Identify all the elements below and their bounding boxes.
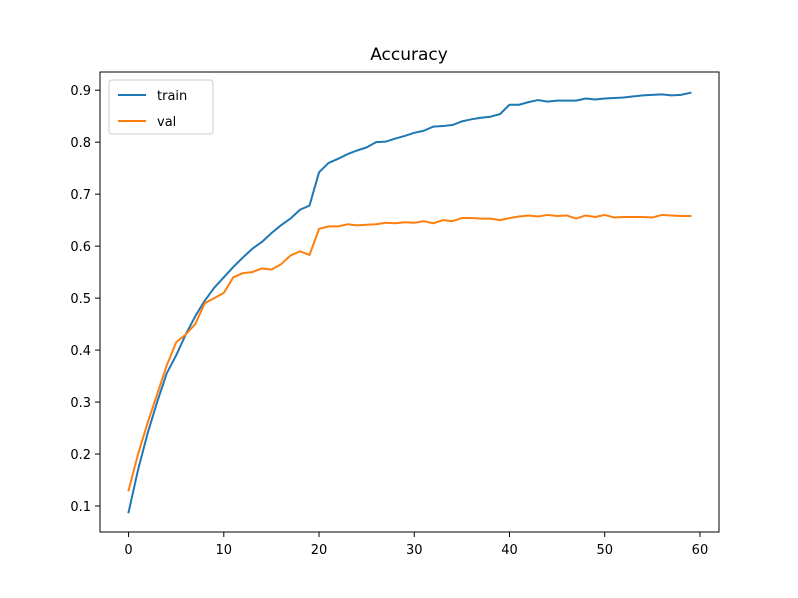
- y-tick-label: 0.6: [70, 240, 91, 255]
- x-tick-label: 10: [216, 543, 233, 558]
- chart-title: Accuracy: [370, 45, 448, 65]
- x-tick-label: 0: [124, 543, 132, 558]
- axes-frame: [99, 71, 720, 533]
- plot-area: 0 10 20 30 40 50 60 0.1 0.2 0.3 0.4 0.5 0.6 0.7 0.8 0.9: [70, 71, 720, 558]
- series-line-train: [127, 91, 692, 514]
- y-tick-label: 0.8: [70, 136, 91, 151]
- x-tick-label: 50: [596, 543, 613, 558]
- y-tick-label: 0.4: [70, 344, 91, 359]
- x-tick-label: 20: [311, 543, 328, 558]
- y-tick-label: 0.5: [70, 292, 91, 307]
- legend-label-train: train: [157, 89, 187, 104]
- x-tick-label: 40: [501, 543, 518, 558]
- series-line-val: [127, 213, 692, 492]
- legend: train val: [108, 79, 214, 135]
- x-tick-label: 30: [406, 543, 423, 558]
- y-tick-label: 0.9: [70, 84, 91, 99]
- legend-label-val: val: [157, 115, 176, 130]
- y-tick-label: 0.2: [70, 448, 91, 463]
- y-tick-label: 0.7: [70, 188, 91, 203]
- x-tick-label: 60: [692, 543, 709, 558]
- y-tick-label: 0.3: [70, 396, 91, 411]
- y-tick-label: 0.1: [70, 500, 91, 515]
